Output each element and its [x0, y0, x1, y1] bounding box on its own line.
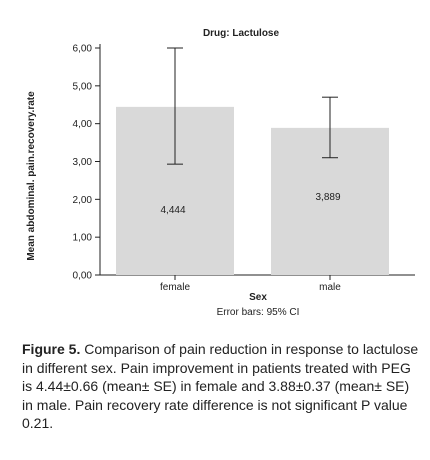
- y-tick-label: 3,00: [73, 157, 93, 168]
- y-tick-label: 6,00: [73, 44, 93, 55]
- error-bars-note: Error bars: 95% CI: [217, 307, 300, 318]
- value-label-female: 4,444: [160, 205, 185, 216]
- x-tick-label-female: female: [160, 282, 190, 293]
- y-tick-label: 5,00: [73, 81, 93, 92]
- figure-caption-text: Comparison of pain reduction in response…: [22, 341, 419, 431]
- y-tick-label: 0,00: [73, 271, 93, 282]
- plot-area: 0,00 1,00 2,00 3,00 4,00 5,00 6,00 female 4,444 m…: [73, 44, 415, 293]
- figure-caption: Figure 5. Comparison of pain reduction i…: [22, 340, 422, 433]
- y-tick-label: 1,00: [73, 233, 93, 244]
- x-tick-label-male: male: [319, 282, 341, 293]
- figure-label: Figure 5.: [22, 341, 81, 357]
- y-axis-title: Mean abdominal. pain.recovery.rate: [26, 91, 37, 261]
- y-tick-label: 2,00: [73, 195, 93, 206]
- x-axis-title: Sex: [249, 292, 267, 303]
- bar-chart: Drug: Lactulose Mean abdominal. pain.rec…: [26, 28, 415, 318]
- value-label-male: 3,889: [315, 192, 340, 203]
- y-tick-label: 4,00: [73, 119, 93, 130]
- chart-title: Drug: Lactulose: [203, 28, 280, 39]
